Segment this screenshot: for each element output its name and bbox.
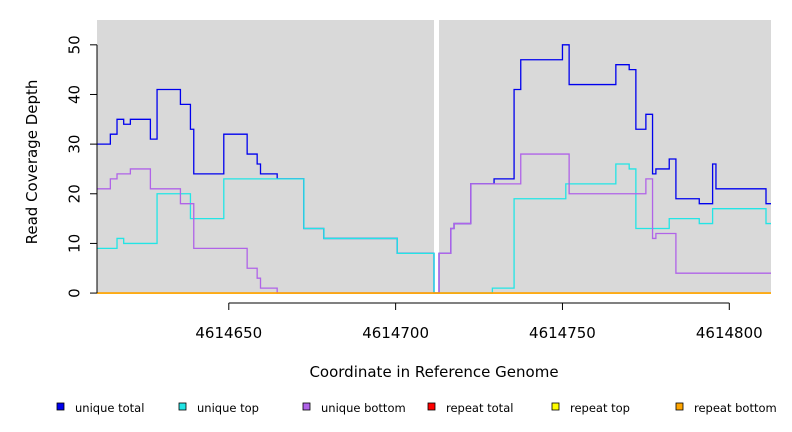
legend-label-repeat-bottom: repeat bottom: [694, 401, 777, 415]
y-tick-label: 20: [65, 184, 83, 203]
legend-swatch-unique-top: [178, 402, 187, 411]
legend: unique total unique top unique bottom repea…: [56, 401, 777, 415]
legend-swatch-repeat-bottom: [675, 402, 684, 411]
legend-label-unique-bottom: unique bottom: [321, 401, 406, 415]
legend-swatch-repeat-total: [427, 402, 436, 411]
x-tick-label: 4614750: [529, 324, 596, 342]
series-layer: [97, 44, 771, 294]
series-unique-top: [97, 163, 771, 294]
y-tick-label: 30: [65, 135, 83, 154]
y-tick-label: 40: [65, 85, 83, 104]
legend-swatch-unique-bottom: [302, 402, 311, 411]
legend-label-unique-top: unique top: [197, 401, 259, 415]
legend-label-repeat-total: repeat total: [446, 401, 513, 415]
plot-panel-right: [439, 20, 771, 294]
y-axis-label: Read Coverage Depth: [23, 80, 41, 245]
legend-swatch-repeat-top: [551, 402, 560, 411]
axes-layer: 0 10 20 30 40 50 4614650 4614700 4614750 4614800: [65, 35, 762, 342]
y-tick-label: 0: [65, 288, 83, 298]
legend-label-unique-total: unique total: [75, 401, 144, 415]
legend-label-repeat-top: repeat top: [570, 401, 630, 415]
x-tick-label: 4614800: [696, 324, 763, 342]
legend-swatch-unique-total: [56, 402, 65, 411]
y-tick-label: 50: [65, 35, 83, 54]
x-tick-label: 4614650: [195, 324, 262, 342]
plot-panel-left: [97, 20, 434, 294]
x-axis-label: Coordinate in Reference Genome: [309, 363, 558, 381]
plot-background: [97, 20, 771, 294]
y-tick-label: 10: [65, 234, 83, 253]
x-tick-label: 4614700: [362, 324, 429, 342]
